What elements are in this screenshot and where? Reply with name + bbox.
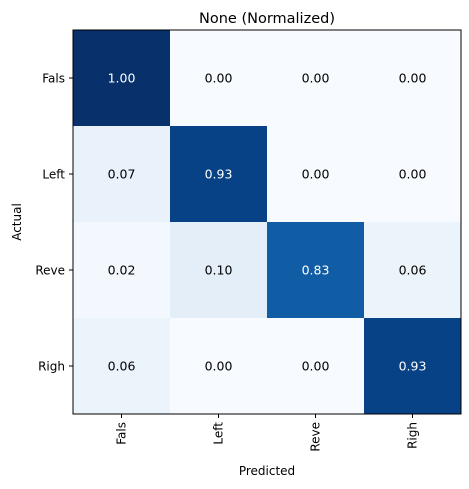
cell-value-label: 0.10 [205, 263, 233, 278]
y-tick-label: Reve [35, 264, 65, 278]
cell-value-label: 0.93 [399, 359, 427, 374]
cell-value-label: 0.83 [302, 263, 330, 278]
cell-value-label: 0.02 [108, 263, 136, 278]
heatmap-cell [364, 126, 462, 223]
cell-value-label: 0.93 [205, 167, 233, 182]
heatmap-cell [170, 30, 268, 127]
cell-value-label: 0.06 [108, 359, 136, 374]
cell-value-label: 0.00 [302, 359, 330, 374]
cell-value-label: 1.00 [108, 71, 136, 86]
x-tick-label: Left [212, 422, 226, 445]
y-axis-ticks: Fals Left Reve Righ [35, 72, 73, 374]
y-tick-label: Righ [38, 360, 65, 374]
y-tick-label: Fals [42, 72, 65, 86]
heatmap-cell [73, 126, 171, 223]
y-tick-label: Left [42, 168, 65, 182]
heatmap-cells [73, 30, 462, 415]
chart-title: None (Normalized) [199, 11, 335, 27]
cell-value-label: 0.00 [205, 359, 233, 374]
heatmap-cell [364, 30, 462, 127]
heatmap-cell [267, 30, 365, 127]
heatmap-cell [267, 126, 365, 223]
cell-value-label: 0.00 [205, 71, 233, 86]
heatmap-cell [267, 222, 365, 319]
cell-value-label: 0.00 [302, 167, 330, 182]
cell-value-label: 0.07 [108, 167, 136, 182]
plot-frame [72, 29, 462, 415]
x-tick-label: Reve [309, 422, 323, 452]
heatmap-cell [364, 318, 462, 415]
heatmap-cell [170, 318, 268, 415]
heatmap-cell [364, 222, 462, 319]
heatmap-cell [73, 222, 171, 319]
x-axis-label: Predicted [239, 464, 295, 478]
cell-value-label: 0.00 [399, 71, 427, 86]
x-axis-ticks: Fals Left Reve Righ [115, 414, 420, 452]
heatmap-cell [170, 222, 268, 319]
x-tick-label: Righ [406, 422, 420, 449]
cell-value-labels: 1.00 0.00 0.00 0.00 0.07 0.93 0.00 0.00 0.02 0.10… [108, 71, 427, 374]
heatmap-cell [267, 318, 365, 415]
x-tick-label: Fals [115, 422, 129, 445]
cell-value-label: 0.00 [399, 167, 427, 182]
cell-value-label: 0.00 [302, 71, 330, 86]
heatmap-cell [170, 126, 268, 223]
cell-value-label: 0.06 [399, 263, 427, 278]
heatmap-cell [73, 318, 171, 415]
heatmap-cell [73, 30, 171, 127]
y-axis-label: Actual [10, 203, 24, 241]
